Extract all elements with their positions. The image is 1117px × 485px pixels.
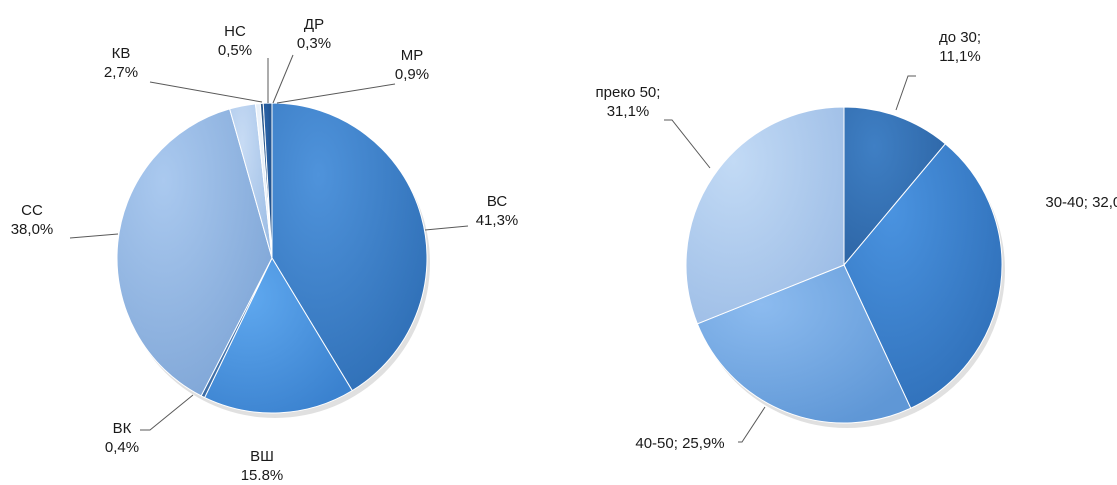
leader-line-вк (140, 394, 194, 431)
slice-label-сс: СС 38,0% (11, 202, 54, 238)
pie-labels: ВС 41,3% ВШ 15.8% ВК 0,4% СС 38,0% КВ 2,7% НС 0,5% Д… (11, 16, 519, 484)
pie-slice-сс (116, 108, 273, 397)
pie-chart-education: ВС 41,3% ВШ 15.8% ВК 0,4% СС 38,0% КВ 2,7% НС 0,5% Д… (11, 16, 519, 484)
slice-label-вс: ВС 41,3% (476, 193, 519, 229)
slice-label-30-40: 30-40; 32,0% (1045, 194, 1117, 211)
slice-label-40-50: 40-50; 25,9% (635, 435, 724, 452)
pie-slice-вс (271, 102, 428, 392)
pie-slices (685, 106, 1003, 424)
pie-slice-40-50 (696, 264, 912, 424)
leader-line-др (272, 54, 294, 104)
pie-slice-до-30 (843, 106, 947, 267)
pie-slice-преко-50 (685, 106, 845, 325)
pie-slice-мр (262, 102, 273, 259)
pie-slice-30-40 (843, 143, 1003, 409)
leader-line-сс (69, 233, 119, 239)
slice-label-до-30: до 30; 11,1% (939, 29, 981, 65)
pie-slice-вш (203, 256, 353, 414)
slice-label-преко-50: преко 50; 31,1% (596, 84, 661, 120)
slice-label-нс: НС 0,5% (218, 23, 252, 59)
slice-label-вк: ВК 0,4% (105, 420, 139, 456)
slice-label-вш: ВШ 15.8% (241, 448, 284, 484)
leader-line-кв (149, 81, 263, 103)
leader-line-вс (424, 225, 469, 231)
leader-line-до-30 (895, 75, 916, 111)
pie-slices (116, 102, 428, 414)
slice-label-др: ДР 0,3% (297, 16, 331, 52)
pie-chart-age: до 30;11,1% 30-40; 32,0% 40-50; 25,9% преко… (596, 29, 1117, 452)
slice-label-мр: МР 0,9% (395, 47, 429, 83)
leader-line-преко-50 (664, 119, 711, 169)
leader-line-мр (276, 83, 396, 104)
leader-line-40-50 (738, 406, 766, 443)
pie-labels: до 30;11,1% 30-40; 32,0% 40-50; 25,9% преко… (596, 29, 1117, 452)
slice-label-кв: КВ 2,7% (104, 45, 138, 81)
